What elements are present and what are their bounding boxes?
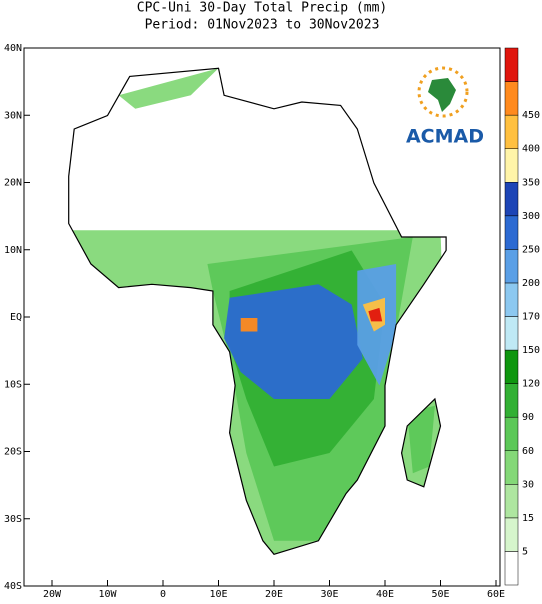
- colorbar-label: 30: [522, 479, 534, 490]
- colorbar-label: 90: [522, 412, 534, 423]
- colorbar-label: 15: [522, 513, 534, 524]
- colorbar-label: 450: [522, 110, 540, 121]
- colorbar-box: [504, 349, 519, 384]
- colorbar-box: [504, 484, 519, 519]
- lon-label: 20W: [43, 589, 62, 600]
- colorbar-label: 350: [522, 177, 540, 188]
- lat-label: 10N: [4, 245, 22, 256]
- lat-label: 10S: [4, 379, 22, 390]
- colorbar-label: 250: [522, 244, 540, 255]
- colorbar-box: [504, 81, 519, 116]
- lon-label: 0: [160, 589, 166, 600]
- subtitle: Period: 01Nov2023 to 30Nov2023: [145, 18, 380, 33]
- colorbar-label: 300: [522, 211, 540, 222]
- colorbar-box: [504, 148, 519, 183]
- colorbar-box: [504, 182, 519, 217]
- lat-label: 30N: [4, 110, 22, 121]
- lat-label: 20S: [4, 447, 22, 458]
- coastline: [68, 67, 447, 555]
- colorbar-box: [504, 450, 519, 485]
- colorbar-box: [504, 551, 519, 586]
- colorbar-box: [504, 517, 519, 552]
- map: [68, 67, 447, 555]
- colorbar-box: [504, 215, 519, 250]
- colorbar-box: [504, 114, 519, 149]
- precip-area: [240, 318, 258, 332]
- colorbar-box: [504, 416, 519, 451]
- lon-label: 60E: [487, 589, 505, 600]
- colorbar-label: 400: [522, 144, 540, 155]
- colorbar-box: [504, 383, 519, 418]
- lat-label: 30S: [4, 514, 22, 525]
- title: CPC-Uni 30-Day Total Precip (mm): [137, 1, 387, 16]
- lat-label: 40N: [4, 43, 22, 54]
- lat-label: 40S: [4, 581, 22, 592]
- logo: ACMAD: [406, 66, 484, 148]
- precip-area: [407, 405, 435, 474]
- colorbar-label: 150: [522, 345, 540, 356]
- colorbar-label: 60: [522, 446, 534, 457]
- logo-text: ACMAD: [406, 126, 484, 148]
- colorbar-box: [504, 282, 519, 317]
- lon-label: 30E: [320, 589, 338, 600]
- lon-label: 10E: [209, 589, 227, 600]
- precip-area: [368, 307, 383, 322]
- colorbar-box: [504, 47, 519, 82]
- colorbar-label: 170: [522, 312, 540, 323]
- precip-area: [224, 284, 363, 399]
- lon-label: 10W: [98, 589, 117, 600]
- lon-label: 40E: [376, 589, 394, 600]
- colorbar: 5 15 30 60 90 120 150 170 200 250 300 350 400 450: [504, 47, 540, 586]
- colorbar-label: 200: [522, 278, 540, 289]
- lat-label: 20N: [4, 178, 22, 189]
- lon-label: 20E: [265, 589, 283, 600]
- colorbar-label: 5: [522, 546, 528, 557]
- colorbar-label: 120: [522, 379, 540, 390]
- colorbar-box: [504, 249, 519, 284]
- colorbar-box: [504, 316, 519, 351]
- precip-field: [68, 68, 447, 555]
- precip-area: [118, 68, 219, 109]
- lon-label: 50E: [431, 589, 449, 600]
- lat-label: EQ: [10, 312, 22, 323]
